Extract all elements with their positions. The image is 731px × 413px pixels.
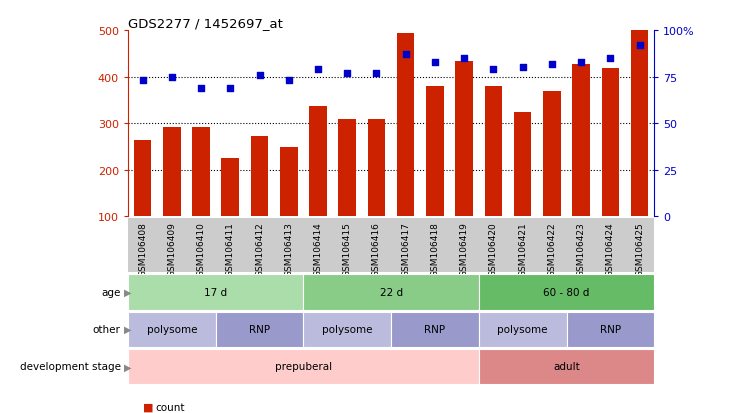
Bar: [216, 312, 303, 347]
Text: count: count: [156, 402, 185, 412]
Bar: [514, 112, 531, 217]
Bar: [338, 119, 356, 217]
Text: GSM106420: GSM106420: [489, 221, 498, 276]
Point: [224, 85, 236, 92]
Point: [312, 66, 324, 73]
Text: 17 d: 17 d: [204, 287, 227, 297]
Text: ▶: ▶: [124, 324, 132, 335]
Bar: [303, 275, 479, 310]
Bar: [485, 87, 502, 217]
Bar: [134, 140, 151, 217]
Text: GSM106409: GSM106409: [167, 221, 176, 276]
Text: development stage: development stage: [20, 361, 121, 372]
Bar: [479, 312, 567, 347]
Bar: [128, 312, 216, 347]
Text: GSM106425: GSM106425: [635, 221, 644, 276]
Point: [458, 55, 470, 62]
Bar: [221, 159, 239, 217]
Text: GSM106424: GSM106424: [606, 221, 615, 276]
Point: [546, 61, 558, 68]
Point: [634, 43, 645, 49]
Bar: [128, 275, 303, 310]
Text: GSM106419: GSM106419: [460, 221, 469, 276]
Bar: [567, 312, 654, 347]
Text: polysome: polysome: [322, 324, 373, 335]
Text: ■: ■: [143, 402, 153, 412]
Text: 60 - 80 d: 60 - 80 d: [543, 287, 590, 297]
Point: [254, 72, 265, 79]
Bar: [631, 3, 648, 217]
Text: GSM106422: GSM106422: [548, 221, 556, 276]
Point: [517, 65, 529, 71]
Text: GSM106412: GSM106412: [255, 221, 264, 276]
Text: GSM106413: GSM106413: [284, 221, 293, 276]
Text: ▶: ▶: [124, 361, 132, 372]
Point: [488, 66, 499, 73]
Point: [575, 59, 587, 66]
Bar: [251, 137, 268, 217]
Text: prepuberal: prepuberal: [275, 361, 332, 372]
Bar: [455, 62, 473, 217]
Bar: [280, 148, 298, 217]
Text: GSM106416: GSM106416: [372, 221, 381, 276]
Text: GSM106411: GSM106411: [226, 221, 235, 276]
Text: RNP: RNP: [249, 324, 270, 335]
Bar: [397, 34, 414, 217]
Point: [371, 70, 382, 77]
Text: ▶: ▶: [124, 287, 132, 297]
Text: 22 d: 22 d: [379, 287, 403, 297]
Bar: [368, 119, 385, 217]
Bar: [192, 128, 210, 217]
Text: polysome: polysome: [497, 324, 548, 335]
Text: GSM106415: GSM106415: [343, 221, 352, 276]
Text: GSM106423: GSM106423: [577, 221, 586, 276]
Text: GSM106421: GSM106421: [518, 221, 527, 276]
Bar: [303, 312, 391, 347]
Bar: [602, 69, 619, 217]
Point: [137, 78, 148, 84]
Bar: [479, 349, 654, 384]
Bar: [543, 91, 561, 217]
Point: [283, 78, 295, 84]
Text: GSM106410: GSM106410: [197, 221, 205, 276]
Text: RNP: RNP: [425, 324, 445, 335]
Point: [341, 70, 353, 77]
Point: [429, 59, 441, 66]
Bar: [309, 106, 327, 217]
Text: GSM106414: GSM106414: [314, 221, 322, 276]
Bar: [426, 87, 444, 217]
Text: adult: adult: [553, 361, 580, 372]
Text: polysome: polysome: [146, 324, 197, 335]
Bar: [572, 64, 590, 217]
Bar: [391, 312, 479, 347]
Point: [400, 52, 412, 58]
Bar: [163, 128, 181, 217]
Bar: [128, 349, 479, 384]
Text: GSM106417: GSM106417: [401, 221, 410, 276]
Text: GSM106408: GSM106408: [138, 221, 147, 276]
Point: [195, 85, 207, 92]
Text: GDS2277 / 1452697_at: GDS2277 / 1452697_at: [128, 17, 283, 30]
Point: [605, 55, 616, 62]
Text: age: age: [101, 287, 121, 297]
Text: RNP: RNP: [600, 324, 621, 335]
Bar: [479, 275, 654, 310]
Text: other: other: [93, 324, 121, 335]
Point: [166, 74, 178, 81]
Text: GSM106418: GSM106418: [431, 221, 439, 276]
